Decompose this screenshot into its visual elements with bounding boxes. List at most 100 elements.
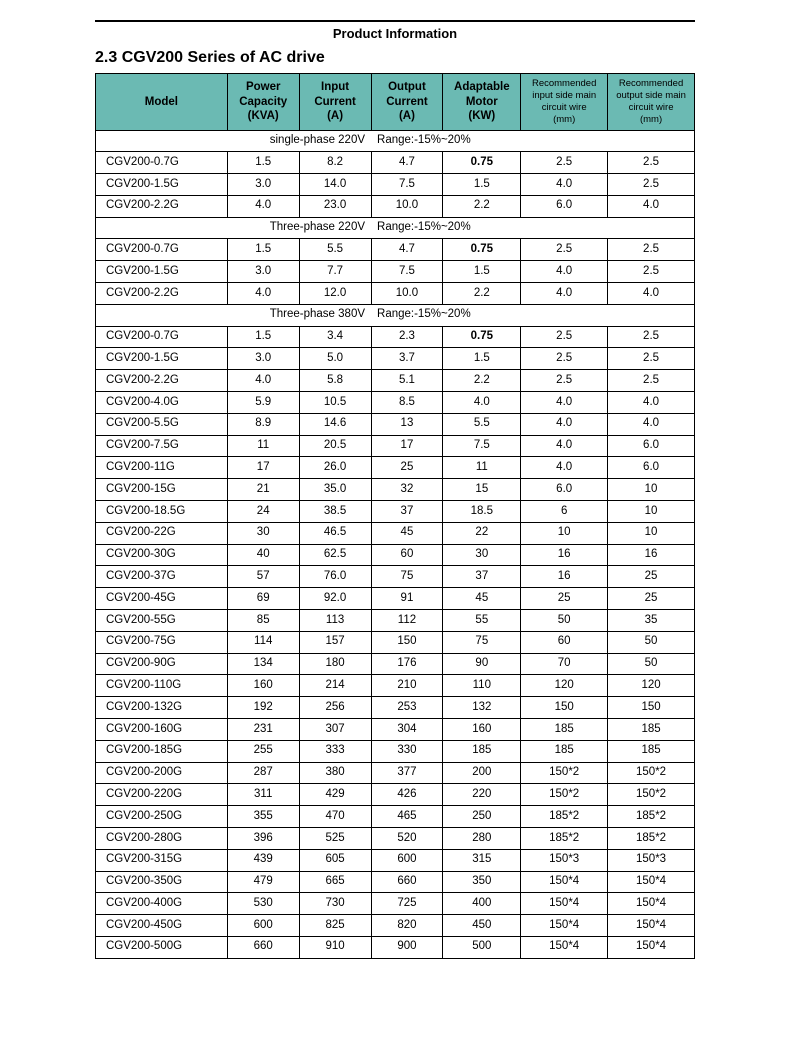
value-cell: 150*3 [521,849,608,871]
model-cell: CGV200-0.7G [96,326,228,348]
section-title: 2.3 CGV200 Series of AC drive [95,49,695,67]
value-cell: 2.5 [608,370,695,392]
value-cell: 1.5 [443,174,521,196]
value-cell: 25 [608,566,695,588]
value-cell: 110 [443,675,521,697]
value-cell: 4.7 [371,239,443,261]
value-cell: 37 [371,501,443,523]
value-cell: 2.5 [608,152,695,174]
value-cell: 18.5 [443,501,521,523]
value-cell: 4.0 [443,392,521,414]
value-cell: 7.5 [371,261,443,283]
value-cell: 377 [371,762,443,784]
table-row: CGV200-4.0G5.910.58.54.04.04.0 [96,392,695,414]
value-cell: 4.0 [521,174,608,196]
value-cell: 14.0 [299,174,371,196]
table-row: CGV200-75G114157150756050 [96,631,695,653]
spec-table: ModelPowerCapacity(KVA)InputCurrent(A)Ou… [95,73,695,959]
value-cell: 307 [299,719,371,741]
value-cell: 10.5 [299,392,371,414]
value-cell: 21 [227,479,299,501]
value-cell: 1.5 [443,261,521,283]
table-row: CGV200-400G530730725400150*4150*4 [96,893,695,915]
table-row: CGV200-450G600825820450150*4150*4 [96,915,695,937]
value-cell: 1.5 [227,326,299,348]
table-row: CGV200-2.2G4.012.010.02.24.04.0 [96,283,695,305]
value-cell: 10.0 [371,283,443,305]
value-cell: 30 [443,544,521,566]
table-row: CGV200-22G3046.545221010 [96,522,695,544]
value-cell: 75 [443,631,521,653]
value-cell: 4.0 [608,283,695,305]
column-header: Recommendedoutput side maincircuit wire(… [608,74,695,131]
value-cell: 150*2 [521,784,608,806]
value-cell: 185*2 [608,828,695,850]
group-label-right: Range:-15%~20% [371,304,694,326]
column-header: Recommendedinput side maincircuit wire(m… [521,74,608,131]
value-cell: 8.9 [227,413,299,435]
value-cell: 114 [227,631,299,653]
model-cell: CGV200-4.0G [96,392,228,414]
value-cell: 311 [227,784,299,806]
value-cell: 3.0 [227,261,299,283]
value-cell: 3.4 [299,326,371,348]
page-header: Product Information [95,26,695,41]
value-cell: 2.5 [521,370,608,392]
value-cell: 134 [227,653,299,675]
model-cell: CGV200-450G [96,915,228,937]
model-cell: CGV200-0.7G [96,239,228,261]
value-cell: 60 [521,631,608,653]
value-cell: 2.5 [608,348,695,370]
value-cell: 192 [227,697,299,719]
value-cell: 10.0 [371,195,443,217]
value-cell: 3.7 [371,348,443,370]
value-cell: 16 [521,566,608,588]
value-cell: 23.0 [299,195,371,217]
model-cell: CGV200-280G [96,828,228,850]
table-row: CGV200-250G355470465250185*2185*2 [96,806,695,828]
value-cell: 150*4 [608,915,695,937]
value-cell: 11 [443,457,521,479]
model-cell: CGV200-1.5G [96,261,228,283]
value-cell: 315 [443,849,521,871]
value-cell: 2.5 [608,326,695,348]
value-cell: 14.6 [299,413,371,435]
value-cell: 176 [371,653,443,675]
table-row: CGV200-1.5G3.07.77.51.54.02.5 [96,261,695,283]
value-cell: 4.0 [521,261,608,283]
group-header-row: single-phase 220VRange:-15%~20% [96,130,695,152]
table-body: single-phase 220VRange:-15%~20% CGV200-0.… [96,130,695,958]
value-cell: 185*2 [521,828,608,850]
value-cell: 5.8 [299,370,371,392]
value-cell: 4.0 [608,413,695,435]
value-cell: 220 [443,784,521,806]
value-cell: 730 [299,893,371,915]
table-row: CGV200-45G6992.091452525 [96,588,695,610]
model-cell: CGV200-220G [96,784,228,806]
value-cell: 2.5 [521,348,608,370]
value-cell: 7.5 [443,435,521,457]
value-cell: 185 [521,719,608,741]
value-cell: 530 [227,893,299,915]
value-cell: 150*4 [608,936,695,958]
value-cell: 4.7 [371,152,443,174]
value-cell: 426 [371,784,443,806]
value-cell: 11 [227,435,299,457]
value-cell: 3.0 [227,174,299,196]
table-row: CGV200-7.5G1120.5177.54.06.0 [96,435,695,457]
value-cell: 12.0 [299,283,371,305]
value-cell: 4.0 [608,195,695,217]
value-cell: 4.0 [521,413,608,435]
value-cell: 525 [299,828,371,850]
column-header: Model [96,74,228,131]
value-cell: 17 [227,457,299,479]
value-cell: 150*2 [521,762,608,784]
value-cell: 255 [227,740,299,762]
value-cell: 150*3 [608,849,695,871]
value-cell: 900 [371,936,443,958]
value-cell: 2.2 [443,283,521,305]
value-cell: 2.3 [371,326,443,348]
value-cell: 75 [371,566,443,588]
value-cell: 22 [443,522,521,544]
column-header: AdaptableMotor(KW) [443,74,521,131]
